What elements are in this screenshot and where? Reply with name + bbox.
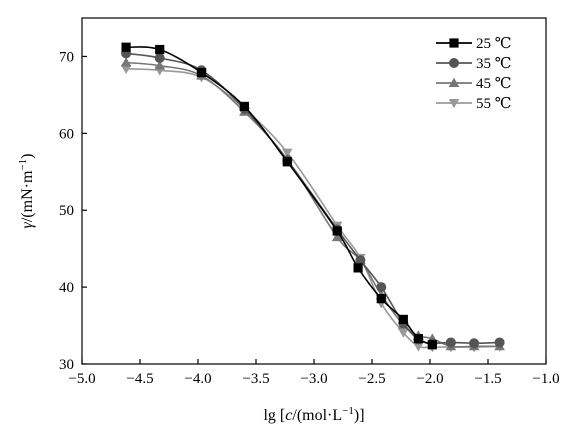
data-point: [239, 101, 249, 112]
x-tick-label: −1.0: [532, 371, 559, 387]
legend-label: 55 ℃: [476, 96, 512, 112]
legend-label: 25 ℃: [476, 36, 512, 52]
y-tick-label: 40: [59, 280, 74, 296]
y-tick-label: 50: [59, 203, 74, 219]
x-tick-label: −1.5: [474, 371, 501, 387]
y-tick-label: 30: [59, 357, 74, 373]
data-point: [353, 263, 363, 273]
data-point: [398, 328, 409, 338]
legend-marker: [449, 58, 459, 68]
legend-marker: [448, 77, 460, 87]
y-axis-label: γ/(mN·m−1): [17, 154, 36, 229]
series-3: [120, 57, 505, 351]
data-point: [445, 337, 456, 348]
x-tick-label: −3.0: [300, 371, 327, 387]
legend-label: 35 ℃: [476, 56, 512, 72]
x-tick-label: −5.0: [68, 371, 95, 387]
series-1: [121, 42, 437, 350]
data-point: [154, 60, 166, 70]
data-point: [282, 148, 293, 158]
data-point: [155, 44, 165, 55]
data-point: [494, 337, 505, 348]
y-axis-ticks: 30 40 50 60 70: [59, 49, 87, 373]
series-line: [126, 46, 433, 346]
data-point: [120, 64, 132, 75]
x-axis-ticks: −5.0 −4.5 −4.0 −3.5 −3.0 −2.5 −2.0 −1.5 −1.0: [68, 359, 560, 387]
x-tick-label: −2.5: [358, 371, 385, 387]
data-point: [413, 334, 423, 344]
x-tick-label: −4.5: [126, 371, 153, 387]
data-point: [154, 52, 165, 63]
data-point: [398, 314, 408, 325]
data-point: [376, 294, 386, 304]
data-point: [413, 342, 424, 352]
data-point: [282, 157, 292, 167]
series-line: [126, 67, 500, 349]
data-point: [331, 231, 343, 242]
data-point: [469, 338, 480, 349]
y-tick-label: 70: [59, 49, 74, 65]
legend: 25 ℃ 35 ℃ 45 ℃ 55 ℃: [436, 36, 512, 112]
y-tick-label: 60: [59, 126, 74, 142]
data-point: [332, 226, 342, 236]
series-group: [120, 42, 505, 353]
x-tick-label: −4.0: [184, 371, 211, 387]
x-tick-label: −3.5: [242, 371, 269, 387]
data-point: [196, 67, 207, 78]
data-point: [120, 57, 132, 67]
series-line: [126, 61, 500, 348]
x-tick-label: −2.0: [416, 371, 443, 387]
data-point: [376, 282, 387, 293]
data-point: [355, 255, 366, 266]
series-4: [120, 64, 505, 353]
data-point: [427, 340, 437, 350]
legend-marker: [449, 38, 459, 48]
legend-label: 45 ℃: [476, 76, 512, 92]
legend-marker: [448, 99, 460, 109]
data-point: [121, 42, 131, 52]
x-axis-label: lg [c/(mol·L−1)]: [263, 405, 364, 424]
